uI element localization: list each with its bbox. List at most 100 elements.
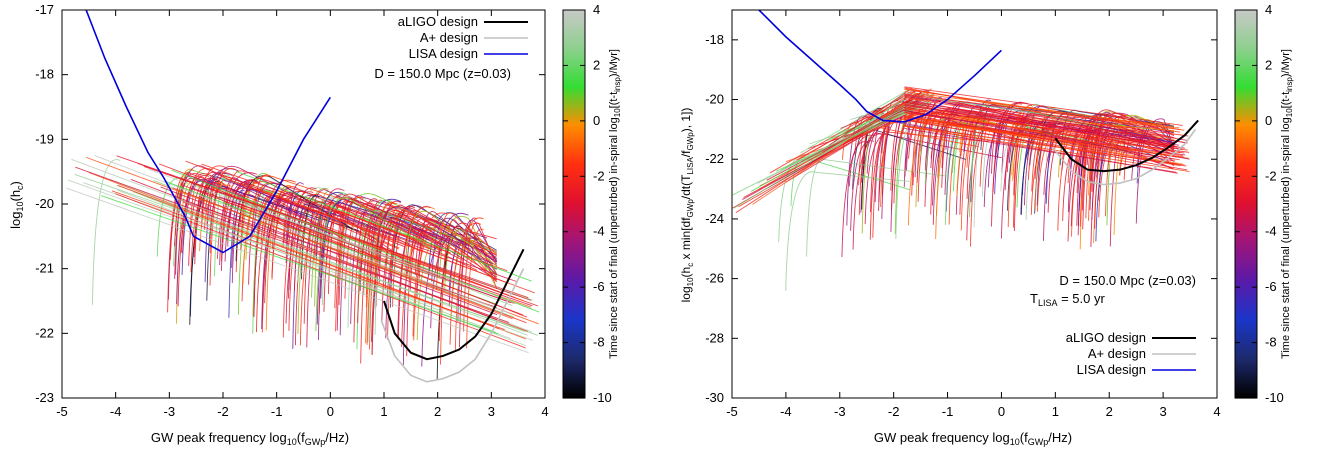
colorbar-band — [1235, 170, 1257, 175]
colorbar-band — [563, 278, 585, 283]
y-tick-label: -26 — [705, 271, 724, 286]
inspiral-track — [374, 200, 393, 335]
colorbar-band — [563, 370, 585, 374]
colorbar-band — [563, 298, 585, 302]
x-tick-label: 4 — [1213, 404, 1220, 419]
colorbar-band — [1235, 378, 1257, 382]
colorbar-band — [563, 34, 585, 39]
colorbar-band — [563, 237, 585, 241]
colorbar-band — [1235, 70, 1257, 75]
colorbar-band — [1235, 364, 1257, 369]
colorbar-band — [563, 312, 585, 316]
colorbar-band — [563, 231, 585, 236]
colorbar-band — [563, 184, 585, 188]
colorbar-band — [563, 179, 585, 183]
inspiral-line — [130, 178, 499, 321]
inspiral-track — [412, 212, 448, 337]
colorbar-band — [1235, 167, 1257, 172]
colorbar-band — [1235, 264, 1257, 269]
colorbar-band — [1235, 59, 1257, 64]
colorbar-band — [563, 270, 585, 274]
inspiral-track — [866, 126, 891, 174]
x-tick-label: -4 — [110, 404, 122, 419]
colorbar-band — [563, 29, 585, 33]
colorbar-band — [563, 170, 585, 175]
colorbar-band — [563, 101, 585, 105]
colorbar-label: Time since start of final (unperturbed) … — [1280, 49, 1294, 359]
inspiral-line — [904, 95, 1188, 144]
colorbar-band — [563, 46, 585, 50]
colorbar-band — [563, 375, 585, 380]
colorbar-band — [563, 76, 585, 80]
colorbar-band — [563, 82, 585, 86]
colorbar-tick-label: 2 — [1265, 57, 1272, 72]
inspiral-line — [904, 125, 1190, 173]
inspiral-line — [732, 102, 916, 196]
colorbar-band — [563, 317, 585, 321]
colorbar-band — [1235, 217, 1257, 222]
colorbar-band — [563, 87, 585, 91]
colorbar-band — [1235, 248, 1257, 252]
colorbar-band — [1235, 165, 1257, 169]
colorbar-band — [1235, 112, 1257, 116]
colorbar-band — [1235, 348, 1257, 352]
chart-panel-1: -5 -4 -3 -2 -1 0 1 2 3 4 -23-22-21-20-19-18-17 GW… — [8, 2, 622, 447]
colorbar-band — [1235, 389, 1257, 394]
colorbar-band — [1235, 375, 1257, 380]
inspiral-track — [167, 172, 192, 313]
inspiral-line — [185, 160, 507, 283]
inspiral-track — [907, 119, 1060, 226]
colorbar-band — [563, 118, 585, 122]
colorbar-band — [1235, 62, 1257, 67]
colorbar-band — [1235, 131, 1257, 136]
inspiral-tracks-panel-1 — [66, 155, 540, 381]
colorbar-band — [1235, 129, 1257, 133]
legend-label: LISA design — [1077, 362, 1146, 377]
colorbar-band — [563, 284, 585, 288]
colorbar-band — [563, 79, 585, 83]
colorbar-band — [1235, 23, 1257, 28]
colorbar-band — [1235, 314, 1257, 319]
colorbar-band — [563, 342, 585, 346]
colorbar-band — [1235, 295, 1257, 299]
inspiral-line — [235, 171, 532, 282]
colorbar-band — [1235, 12, 1257, 17]
x-tick-label: 1 — [1052, 404, 1059, 419]
colorbar-band — [563, 120, 585, 125]
inspiral-track — [335, 196, 364, 332]
x-tick-label: -1 — [271, 404, 283, 419]
colorbar-band — [563, 309, 585, 313]
colorbar-band — [1235, 109, 1257, 114]
colorbar-band — [1235, 312, 1257, 316]
y-tick-label: -20 — [705, 92, 724, 107]
colorbar-tick-label: -6 — [593, 279, 605, 294]
inspiral-track — [401, 229, 437, 348]
inspiral-line — [176, 198, 497, 308]
colorbar-band — [1235, 306, 1257, 310]
colorbar-band — [1235, 84, 1257, 89]
inspiral-track — [880, 109, 1034, 207]
colorbar-band — [563, 381, 585, 385]
inspiral-track — [199, 184, 233, 252]
inspiral-line — [94, 155, 510, 314]
colorbar-band — [1235, 256, 1257, 261]
colorbar-band — [1235, 34, 1257, 39]
colorbar-band — [563, 181, 585, 186]
inspiral-line — [904, 127, 1177, 173]
colorbar-band — [1235, 334, 1257, 338]
y-tick-label: -20 — [35, 196, 54, 211]
plot-frame-2 — [731, 9, 1218, 399]
inspiral-line — [158, 163, 516, 299]
inspiral-line — [904, 94, 1188, 141]
colorbar-band — [1235, 43, 1257, 47]
colorbar-band — [1235, 15, 1257, 19]
colorbar-band — [1235, 317, 1257, 321]
x-tick-label: 3 — [1159, 404, 1166, 419]
colorbar-band — [563, 156, 585, 161]
inspiral-track — [357, 221, 478, 324]
inspiral-track — [264, 197, 293, 304]
colorbar-band — [563, 104, 585, 108]
inspiral-line — [904, 107, 1177, 158]
